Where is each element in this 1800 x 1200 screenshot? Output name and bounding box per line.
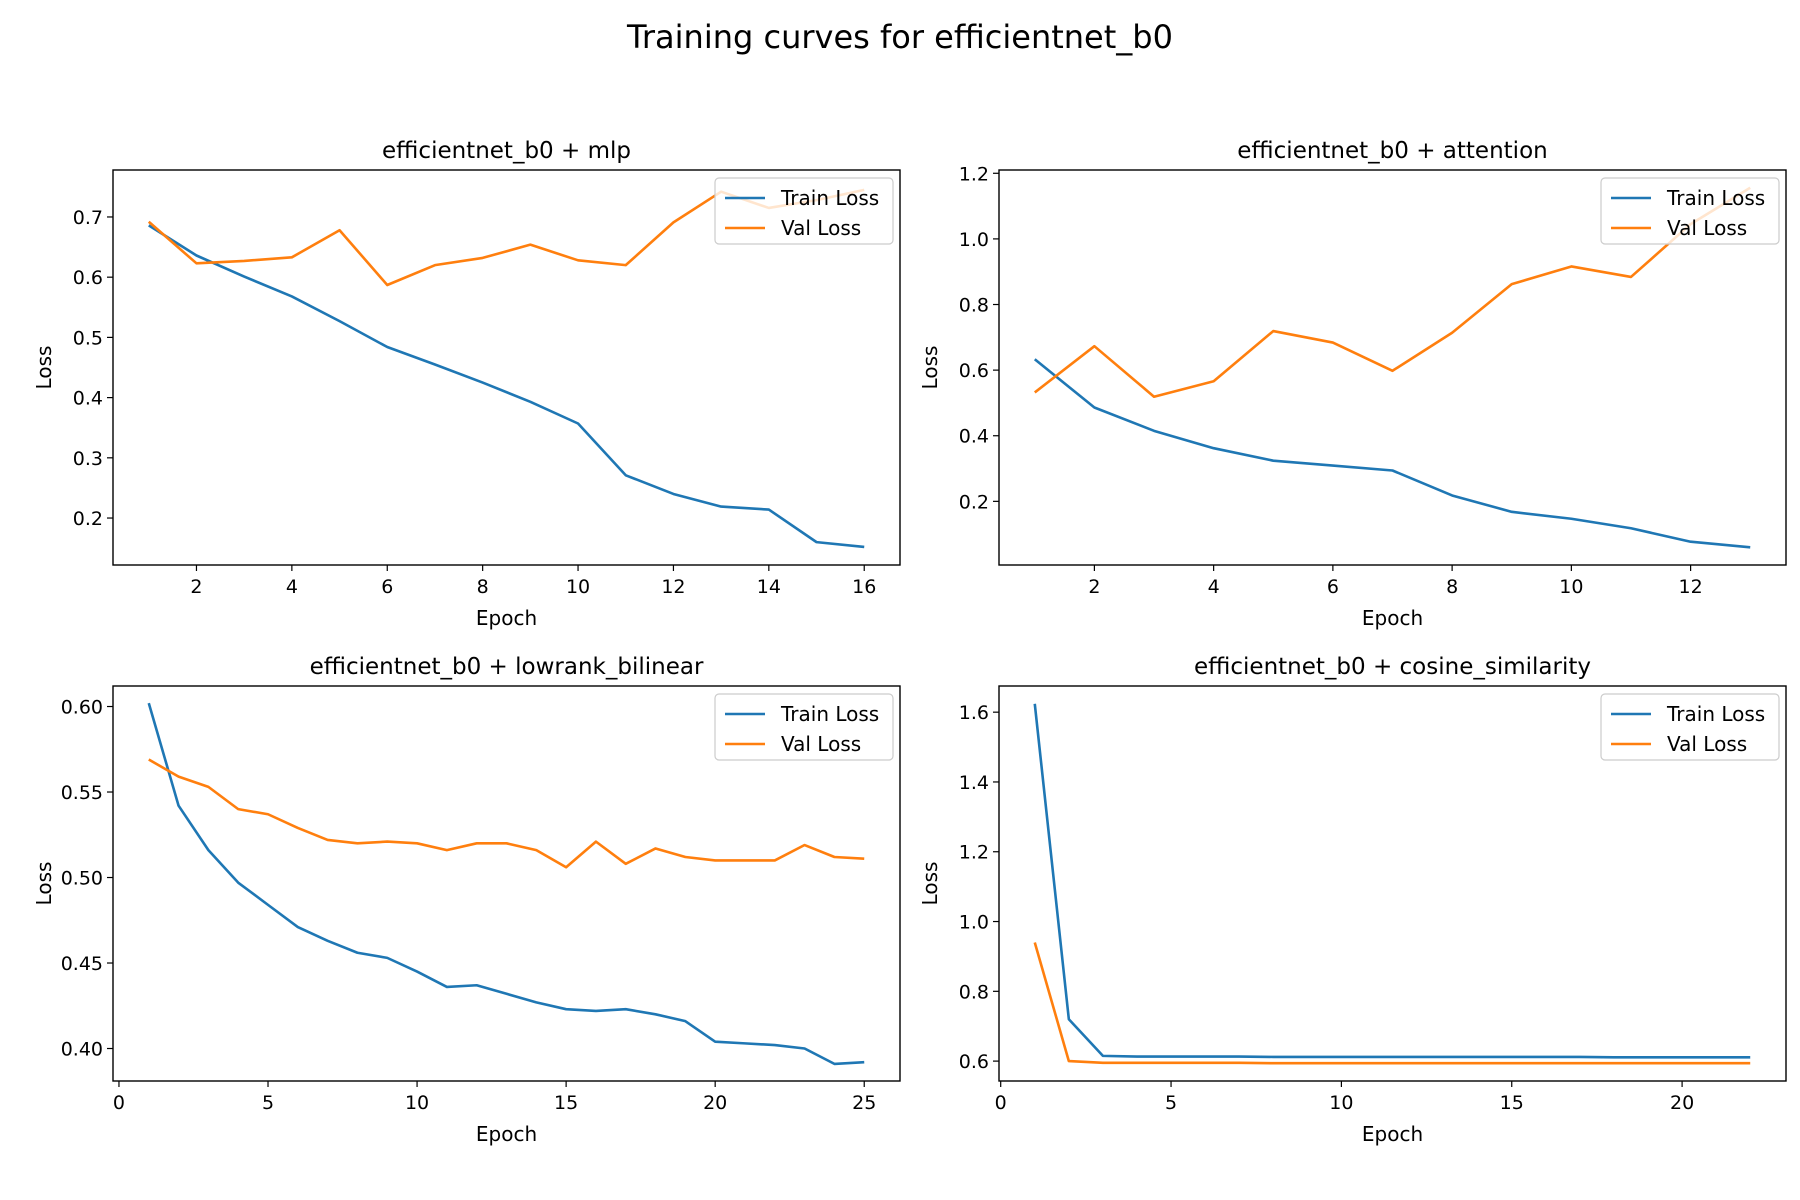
legend: Train Loss Val Loss [1600, 693, 1780, 761]
subplot-title: efficientnet_b0 + lowrank_bilinear [310, 654, 704, 680]
y-tick-label: 0.5 [73, 327, 103, 349]
axes-frame [998, 685, 1787, 1082]
y-tick-label: 0.45 [61, 953, 103, 975]
x-tick-label: 8 [477, 576, 489, 598]
x-tick-label: 16 [852, 576, 876, 598]
y-tick-label: 1.0 [959, 229, 989, 251]
y-tick-label: 0.50 [61, 868, 103, 890]
x-tick-label: 14 [757, 576, 781, 598]
subplot-title: efficientnet_b0 + mlp [382, 138, 631, 164]
subplot-title: efficientnet_b0 + attention [1237, 138, 1547, 164]
x-tick-label: 10 [1329, 1092, 1353, 1114]
x-tick-label: 5 [262, 1092, 274, 1114]
y-tick-label: 0.4 [959, 426, 989, 448]
series-line-train-loss [148, 224, 865, 549]
legend-label: Val Loss [1667, 216, 1747, 240]
y-tick-label: 0.55 [61, 782, 103, 804]
y-tick-label: 0.2 [73, 508, 103, 530]
x-tick-label: 25 [852, 1092, 876, 1114]
y-axis-label: Loss [32, 346, 56, 390]
legend: Train Loss Val Loss [714, 177, 894, 245]
chart-panel-3: efficientnet_b0 + lowrank_bilinear 0 5 10 15… [32, 654, 901, 1146]
y-tick-label: 0.40 [61, 1039, 103, 1061]
legend-label: Val Loss [1667, 732, 1747, 756]
axes-frame [998, 169, 1787, 566]
x-tick-label: 10 [1559, 576, 1583, 598]
y-tick-label: 1.6 [959, 702, 989, 724]
legend-label: Train Loss [1666, 702, 1765, 726]
x-tick-label: 6 [381, 576, 393, 598]
series-line-train-loss [147, 702, 865, 1066]
x-tick-label: 5 [1165, 1092, 1177, 1114]
y-tick-label: 0.6 [959, 1051, 989, 1073]
x-tick-label: 12 [661, 576, 685, 598]
y-tick-label: 1.4 [959, 772, 989, 794]
y-tick-label: 0.60 [61, 697, 103, 719]
x-tick-label: 15 [554, 1092, 578, 1114]
legend-label: Val Loss [781, 732, 861, 756]
x-axis-label: Epoch [1362, 606, 1423, 630]
legend-label: Train Loss [1666, 186, 1765, 210]
legend-label: Train Loss [780, 186, 879, 210]
x-axis-label: Epoch [1362, 1122, 1423, 1146]
subplot-title: efficientnet_b0 + cosine_similarity [1194, 654, 1591, 680]
y-tick-label: 0.6 [959, 360, 989, 382]
axes-frame [112, 169, 901, 566]
x-tick-label: 0 [995, 1092, 1007, 1114]
chart-panel-1: efficientnet_b0 + mlp 2 4 6 8 10 12 14 16 0.2 0.3 0… [32, 138, 901, 630]
y-tick-label: 0.4 [73, 388, 103, 410]
series-line-val-loss [1033, 186, 1751, 399]
x-tick-label: 2 [1088, 576, 1100, 598]
x-tick-label: 6 [1327, 576, 1339, 598]
legend: Train Loss Val Loss [714, 693, 894, 761]
series-line-val-loss [1033, 942, 1751, 1065]
x-tick-label: 4 [1208, 576, 1220, 598]
x-tick-label: 10 [566, 576, 590, 598]
series-line-train-loss [1033, 358, 1751, 549]
x-axis-label: Epoch [476, 606, 537, 630]
x-tick-label: 20 [1670, 1092, 1694, 1114]
x-tick-label: 12 [1679, 576, 1703, 598]
y-tick-label: 0.3 [73, 448, 103, 470]
y-tick-label: 0.8 [959, 295, 989, 317]
legend: Train Loss Val Loss [1600, 177, 1780, 245]
chart-panel-2: efficientnet_b0 + attention 2 4 6 8 10 12 0.2 0.… [918, 138, 1787, 630]
y-tick-label: 0.2 [959, 491, 989, 513]
series-line-train-loss [1033, 703, 1751, 1059]
y-axis-label: Loss [32, 862, 56, 906]
y-axis-label: Loss [918, 862, 942, 906]
x-tick-label: 15 [1500, 1092, 1524, 1114]
chart-panel-4: efficientnet_b0 + cosine_similarity 0 5 10 1… [918, 654, 1787, 1146]
x-axis-label: Epoch [476, 1122, 537, 1146]
y-tick-label: 0.7 [73, 207, 103, 229]
x-tick-label: 8 [1446, 576, 1458, 598]
x-tick-label: 4 [286, 576, 298, 598]
x-tick-label: 2 [190, 576, 202, 598]
x-tick-label: 10 [405, 1092, 429, 1114]
x-tick-label: 20 [703, 1092, 727, 1114]
legend-label: Val Loss [781, 216, 861, 240]
y-axis-label: Loss [918, 346, 942, 390]
legend-label: Train Loss [780, 702, 879, 726]
x-tick-label: 0 [113, 1092, 125, 1114]
y-tick-label: 1.2 [959, 842, 989, 864]
y-tick-label: 1.0 [959, 912, 989, 934]
axes-frame [112, 685, 901, 1082]
y-tick-label: 1.2 [959, 163, 989, 185]
y-tick-label: 0.8 [959, 981, 989, 1003]
figure-title: Training curves for efficientnet_b0 [627, 18, 1173, 56]
y-tick-label: 0.6 [73, 267, 103, 289]
series-line-val-loss [148, 758, 865, 869]
